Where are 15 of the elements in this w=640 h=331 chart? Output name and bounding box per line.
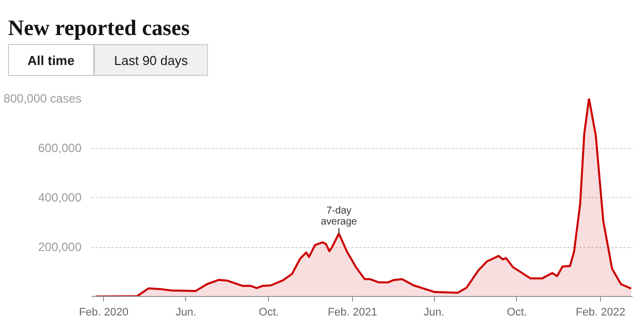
x-tick-label: Feb. 2022 xyxy=(576,306,626,318)
y-tick-label: 400,000 xyxy=(38,190,82,204)
x-tick-label: Feb. 2020 xyxy=(78,306,129,318)
y-tick-label: 800,000 cases xyxy=(3,92,82,106)
x-tick-label: Oct. xyxy=(506,306,528,318)
text: All time xyxy=(8,44,94,76)
chart-title: New reported cases xyxy=(8,14,190,42)
x-tick-label: Jun. xyxy=(176,306,196,318)
y-tick-label: 600,000 xyxy=(38,141,82,155)
x-tick-label: Jun. xyxy=(424,306,444,318)
y-tick-label: 200,000 xyxy=(38,240,82,254)
x-tick-label: Oct. xyxy=(258,306,279,318)
text: Last 90 days xyxy=(94,44,208,76)
x-tick-label: Feb. 2021 xyxy=(328,306,378,318)
annotation: 7-day average xyxy=(320,206,358,228)
